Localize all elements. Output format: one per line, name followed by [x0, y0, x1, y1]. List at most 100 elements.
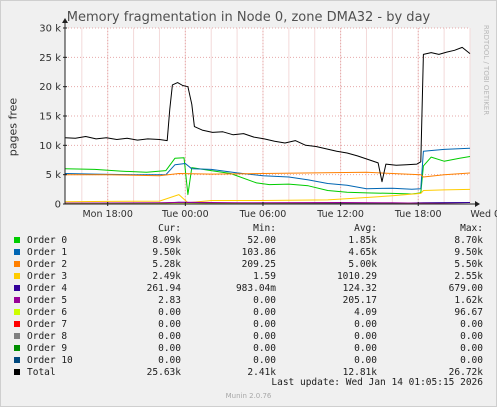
legend-swatch	[14, 309, 20, 315]
legend-series-name: Order 3	[27, 271, 68, 282]
legend-row: Order 2 5.28k 209.25 5.00k 5.50k	[0, 259, 497, 271]
legend-avg-value: 0.00	[354, 331, 377, 342]
legend-cur-value: 5.28k	[152, 259, 181, 270]
legend-series-name: Order 4	[27, 283, 68, 294]
legend-swatch	[14, 261, 20, 267]
legend-series-name: Order 10	[27, 355, 73, 366]
legend-cur-value: 2.83	[158, 295, 181, 306]
legend-avg-value: 4.09	[354, 307, 377, 318]
y-tick-label: 25 k	[39, 53, 61, 64]
legend-cur-value: 0.00	[158, 319, 181, 330]
legend-header-cur: Cur:	[158, 223, 181, 234]
legend-swatch	[14, 369, 20, 375]
legend-series-name: Order 1	[27, 247, 68, 258]
legend-swatch	[14, 285, 20, 291]
munin-version-footer: Munin 2.0.76	[225, 392, 272, 400]
legend-avg-value: 205.17	[342, 295, 377, 306]
x-tick-label: Wed 00:00	[470, 209, 497, 220]
legend-max-value: 0.00	[460, 331, 483, 342]
legend-max-value: 0.00	[460, 343, 483, 354]
legend-cur-value: 0.00	[158, 343, 181, 354]
legend-min-value: 0.00	[253, 355, 276, 366]
y-tick-label: 30 k	[39, 24, 61, 35]
legend-series-name: Order 5	[27, 295, 68, 306]
legend-cur-value: 261.94	[146, 283, 181, 294]
legend-swatch	[14, 249, 20, 255]
legend-row: Order 0 8.09k 52.00 1.85k 8.70k	[0, 235, 497, 247]
legend-min-value: 983.04m	[235, 283, 276, 294]
legend-max-value: 2.55k	[454, 271, 483, 282]
legend-cur-value: 2.49k	[152, 271, 181, 282]
legend-swatch	[14, 357, 20, 363]
series-line-order-2	[65, 171, 471, 178]
legend-series-name: Order 7	[27, 319, 68, 330]
y-axis-arrow	[62, 18, 68, 23]
legend-cur-value: 25.63k	[146, 367, 181, 378]
legend-min-value: 0.00	[253, 343, 276, 354]
legend-min-value: 0.00	[253, 319, 276, 330]
legend-max-value: 679.00	[448, 283, 483, 294]
legend-cur-value: 0.00	[158, 355, 181, 366]
legend-swatch	[14, 237, 20, 243]
legend-min-value: 52.00	[247, 235, 276, 246]
legend-avg-value: 5.00k	[348, 259, 377, 270]
y-tick-label: 0	[55, 200, 61, 211]
legend-row: Order 6 0.00 0.00 4.09 96.67	[0, 307, 497, 319]
legend-max-value: 0.00	[460, 319, 483, 330]
legend-row: Order 3 2.49k 1.59 1010.29 2.55k	[0, 271, 497, 283]
legend-max-value: 1.62k	[454, 295, 483, 306]
legend-avg-value: 4.65k	[348, 247, 377, 258]
legend-swatch	[14, 333, 20, 339]
legend-max-value: 9.50k	[454, 247, 483, 258]
legend-header: Cur: Min: Avg: Max:	[0, 223, 497, 235]
legend-max-value: 26.72k	[448, 367, 483, 378]
series-line-order-5	[64, 201, 471, 205]
legend-cur-value: 0.00	[158, 331, 181, 342]
legend-row: Order 9 0.00 0.00 0.00 0.00	[0, 343, 497, 355]
legend-header-avg: Avg:	[354, 223, 377, 234]
series-line-total	[64, 46, 471, 183]
legend-row: Order 8 0.00 0.00 0.00 0.00	[0, 331, 497, 343]
legend-cur-value: 8.09k	[152, 235, 181, 246]
legend-cur-value: 0.00	[158, 307, 181, 318]
legend-avg-value: 0.00	[354, 343, 377, 354]
last-update-text: Last update: Wed Jan 14 01:05:15 2026	[271, 377, 483, 388]
chart-title: Memory fragmentation in Node 0, zone DMA…	[66, 10, 431, 25]
legend-series-name: Order 9	[27, 343, 68, 354]
y-tick-label: 20 k	[39, 82, 61, 93]
x-tick-label: Tue 18:00	[394, 209, 442, 220]
legend-series-name: Total	[27, 367, 56, 378]
legend-avg-value: 0.00	[354, 355, 377, 366]
legend-avg-value: 1010.29	[336, 271, 377, 282]
legend-min-value: 209.25	[241, 259, 276, 270]
legend-avg-value: 0.00	[354, 319, 377, 330]
series-line-order-0	[64, 156, 471, 196]
legend-min-value: 0.00	[253, 307, 276, 318]
legend-series-name: Order 8	[27, 331, 68, 342]
x-tick-label: Tue 00:00	[161, 209, 209, 220]
legend-row: Order 1 9.50k 103.86 4.65k 9.50k	[0, 247, 497, 259]
series-line-order-1	[64, 147, 471, 190]
legend-cur-value: 9.50k	[152, 247, 181, 258]
y-tick-label: 15 k	[39, 112, 61, 123]
legend-header-max: Max:	[460, 223, 483, 234]
x-axis-arrow	[475, 201, 480, 207]
legend-series-name: Order 6	[27, 307, 68, 318]
legend-swatch	[14, 273, 20, 279]
legend-max-value: 8.70k	[454, 235, 483, 246]
legend-avg-value: 124.32	[342, 283, 377, 294]
legend-series-name: Order 2	[27, 259, 68, 270]
legend-max-value: 5.50k	[454, 259, 483, 270]
x-tick-label: Tue 12:00	[316, 209, 364, 220]
y-tick-label: 10 k	[39, 141, 61, 152]
legend-min-value: 103.86	[241, 247, 276, 258]
legend-min-value: 2.41k	[247, 367, 276, 378]
legend-row: Order 10 0.00 0.00 0.00 0.00	[0, 355, 497, 367]
legend-row: Total 25.63k 2.41k 12.81k 26.72k	[0, 367, 497, 379]
legend-min-value: 0.00	[253, 295, 276, 306]
legend-avg-value: 12.81k	[342, 367, 377, 378]
legend-max-value: 0.00	[460, 355, 483, 366]
legend-row: Order 5 2.83 0.00 205.17 1.62k	[0, 295, 497, 307]
legend-avg-value: 1.85k	[348, 235, 377, 246]
